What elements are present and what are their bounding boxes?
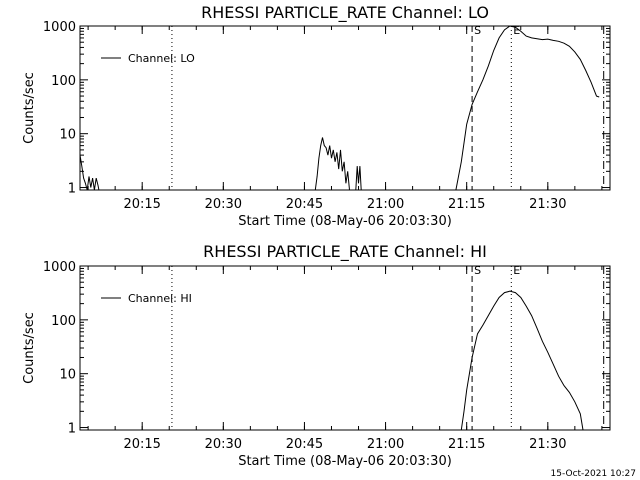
x-tick-label: 20:15 (123, 197, 160, 212)
series-line (314, 137, 350, 190)
legend-label: Channel: HI (128, 292, 192, 305)
x-tick-label: 20:15 (123, 437, 160, 452)
series-line (80, 155, 100, 190)
event-marker-label: E (513, 24, 520, 37)
y-axis-label: Counts/sec (22, 312, 37, 384)
series-line (460, 290, 584, 430)
x-tick-label: 20:45 (286, 197, 323, 212)
x-tick-label: 21:15 (448, 437, 485, 452)
chart-panel-hi: RHESSI PARTICLE_RATE Channel: HI 1 10 100 10… (22, 242, 611, 469)
x-tick-label: 21:30 (529, 437, 566, 452)
x-tick-label: 21:30 (529, 197, 566, 212)
x-tick-label: 21:15 (448, 197, 485, 212)
series-line (355, 166, 362, 190)
plot-frame (79, 265, 611, 431)
event-marker-label: E (513, 264, 520, 277)
x-tick-label: 21:00 (367, 197, 404, 212)
y-tick-label: 100 (51, 74, 76, 89)
x-tick-label: 20:30 (205, 197, 242, 212)
x-tick-label: 21:00 (367, 437, 404, 452)
series-line (455, 26, 600, 190)
x-axis-label: Start Time (08-May-06 20:03:30) (238, 214, 452, 229)
x-tick-label: 20:45 (286, 437, 323, 452)
chart-panel-lo: RHESSI PARTICLE_RATE Channel: LO 1 10 100 10… (22, 3, 611, 229)
y-tick-label: 10 (59, 368, 76, 383)
legend-label: Channel: LO (128, 52, 195, 65)
y-tick-label: 10 (59, 128, 76, 143)
timestamp: 15-Oct-2021 10:27 (551, 469, 636, 479)
x-axis-label: Start Time (08-May-06 20:03:30) (238, 454, 452, 469)
x-tick-label: 20:30 (205, 437, 242, 452)
chart-title: RHESSI PARTICLE_RATE Channel: HI (203, 242, 487, 262)
y-axis-label: Counts/sec (22, 72, 37, 144)
plot-frame (79, 25, 611, 191)
y-tick-label: 1 (68, 182, 76, 197)
chart-title: RHESSI PARTICLE_RATE Channel: LO (201, 3, 489, 23)
y-tick-label: 1000 (43, 20, 76, 35)
y-tick-label: 1 (68, 422, 76, 437)
event-marker-label: S (474, 24, 481, 37)
event-marker-label: S (474, 264, 481, 277)
y-tick-label: 100 (51, 314, 76, 329)
y-tick-label: 1000 (43, 260, 76, 275)
